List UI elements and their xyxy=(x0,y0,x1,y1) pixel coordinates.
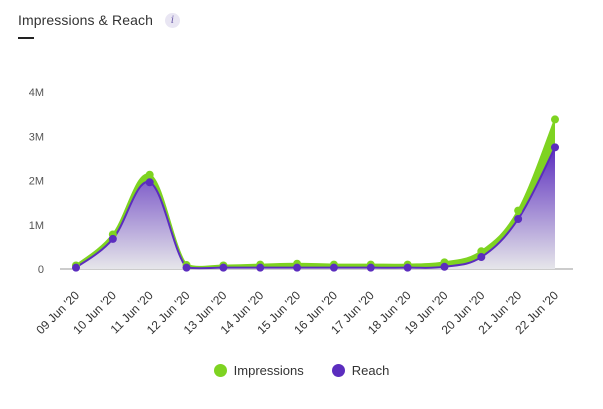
reach-point[interactable] xyxy=(403,263,412,272)
reach-point[interactable] xyxy=(440,262,449,271)
y-tick-label: 1M xyxy=(29,220,44,232)
reach-point[interactable] xyxy=(72,263,80,272)
reach-point[interactable] xyxy=(293,263,302,272)
impressions-point[interactable] xyxy=(477,247,486,256)
impressions-point[interactable] xyxy=(514,206,523,215)
reach-point[interactable] xyxy=(551,143,559,152)
y-tick-label: 0 xyxy=(38,264,44,276)
y-tick-label: 3M xyxy=(29,131,44,143)
impressions-point[interactable] xyxy=(551,115,559,124)
impressions-point[interactable] xyxy=(145,170,154,179)
reach-swatch xyxy=(331,364,345,377)
reach-area xyxy=(76,147,555,269)
legend-label-reach: Reach xyxy=(351,363,390,378)
reach-point[interactable] xyxy=(329,263,338,272)
impressions-swatch xyxy=(213,364,227,377)
y-tick-label: 4M xyxy=(29,87,44,99)
chart-title: Impressions & Reach xyxy=(18,12,153,28)
chart-legend: Impressions Reach xyxy=(0,363,603,378)
legend-item-reach[interactable]: Reach xyxy=(331,363,390,378)
legend-label-impressions: Impressions xyxy=(233,363,304,378)
reach-point[interactable] xyxy=(182,263,191,272)
legend-item-impressions[interactable]: Impressions xyxy=(213,363,304,378)
info-icon[interactable]: i xyxy=(164,12,180,28)
title-underline xyxy=(18,37,34,39)
reach-point[interactable] xyxy=(477,253,486,262)
reach-point[interactable] xyxy=(219,263,228,272)
reach-point[interactable] xyxy=(514,214,523,223)
y-tick-label: 2M xyxy=(29,176,44,188)
reach-point[interactable] xyxy=(256,263,265,272)
reach-point[interactable] xyxy=(108,234,117,243)
reach-point[interactable] xyxy=(145,178,154,187)
chart-header: Impressions & Reach i xyxy=(18,12,180,28)
reach-point[interactable] xyxy=(366,263,375,272)
